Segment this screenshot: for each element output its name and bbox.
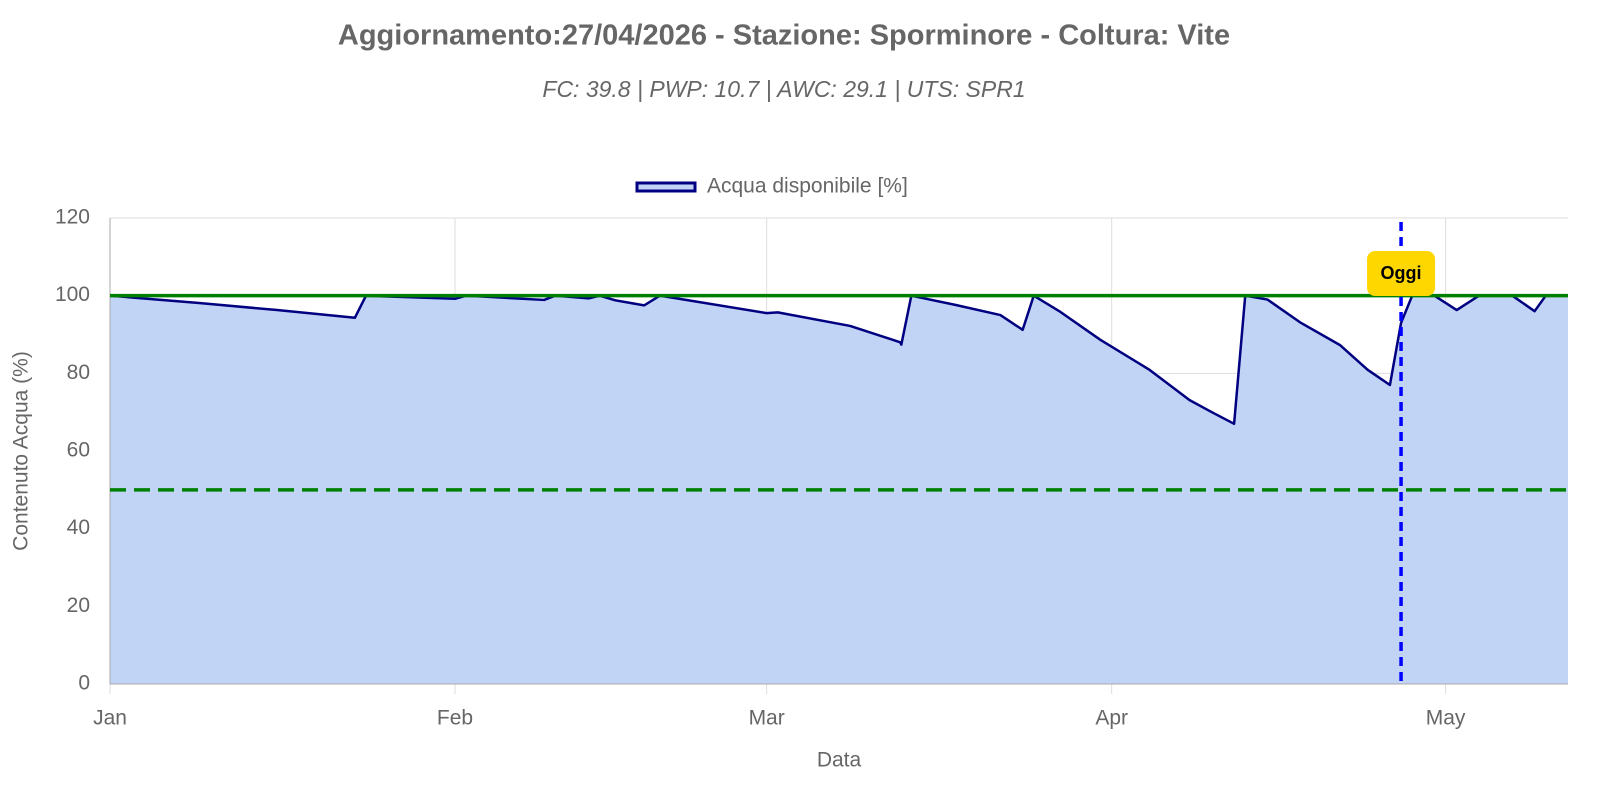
y-tick-label: 60 [67, 439, 90, 462]
chart-subtitle: FC: 39.8 | PWP: 10.7 | AWC: 29.1 | UTS: … [542, 76, 1025, 102]
legend-label: Acqua disponibile [%] [707, 175, 908, 198]
legend-swatch [635, 181, 697, 193]
y-tick-label: 20 [67, 594, 90, 617]
y-tick-label: 80 [67, 361, 90, 384]
y-tick-label: 120 [55, 206, 90, 229]
x-tick-label: Mar [749, 707, 785, 730]
x-axis-title: Data [817, 749, 862, 772]
series-line [109, 294, 1568, 426]
x-tick-label: May [1426, 707, 1466, 730]
x-tick-label: Feb [437, 707, 473, 730]
y-tick-label: 40 [67, 516, 90, 539]
y-axis-title: Contenuto Acqua (%) [10, 351, 33, 551]
y-tick-label: 100 [55, 283, 90, 306]
x-tick-label: Jan [93, 707, 127, 730]
today-label: Oggi [1381, 263, 1422, 283]
x-tick-label: Apr [1095, 707, 1128, 730]
y-tick-label: 0 [78, 672, 90, 695]
today-label-box [1367, 251, 1436, 296]
chart-title: Aggiornamento:27/04/2026 - Stazione: Spo… [338, 20, 1230, 52]
